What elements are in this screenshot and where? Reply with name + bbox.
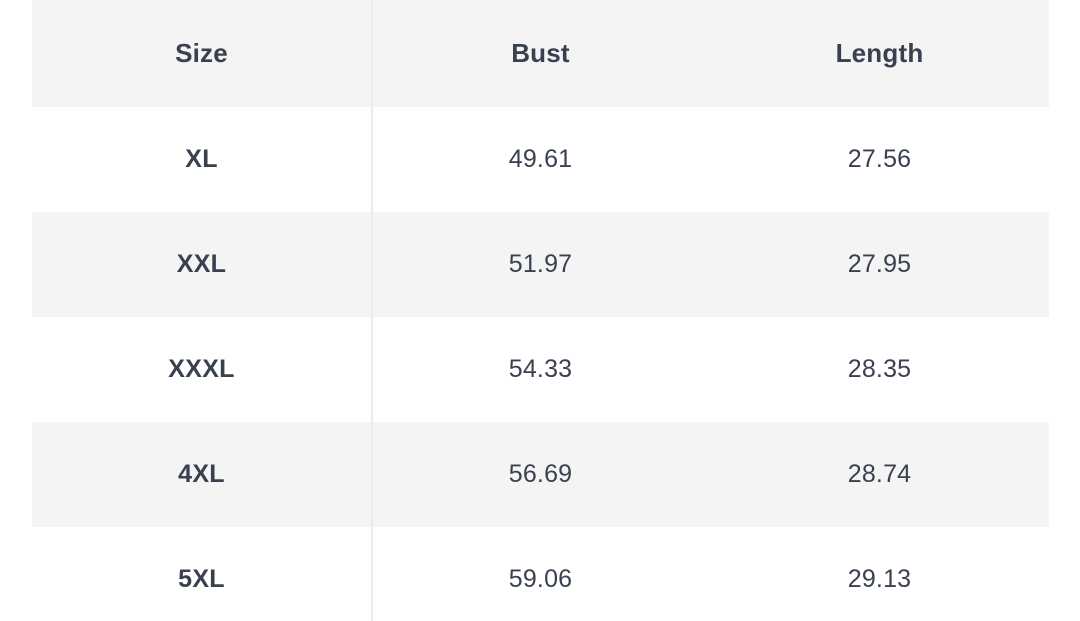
table-header-row: Size Bust Length (32, 0, 1049, 107)
table-header: Size Bust Length (32, 0, 1049, 107)
cell-bust: 51.97 (508, 250, 573, 278)
cell-bust: 59.06 (508, 565, 573, 593)
cell-size: XL (185, 145, 218, 173)
table-body: XL 49.61 27.56 XXL 51.97 27.95 XXXL 54.3… (32, 107, 1049, 621)
cell-size: 5XL (178, 565, 225, 593)
cell-size: XXL (176, 250, 227, 278)
table-row: XL 49.61 27.56 (32, 107, 1049, 212)
cell-length: 28.35 (847, 355, 912, 383)
cell-length: 27.56 (847, 145, 912, 173)
table-row: 5XL 59.06 29.13 (32, 527, 1049, 621)
column-header-bust: Bust (511, 38, 570, 68)
cell-length: 29.13 (847, 565, 912, 593)
column-header-size: Size (175, 38, 228, 68)
column-header-length: Length (835, 38, 924, 68)
table-row: XXXL 54.33 28.35 (32, 317, 1049, 422)
cell-bust: 54.33 (508, 355, 573, 383)
cell-length: 27.95 (847, 250, 912, 278)
size-chart-table: Size Bust Length XL 49.61 27.56 XXL 51.9… (32, 0, 1049, 621)
cell-size: 4XL (178, 460, 225, 488)
cell-size: XXXL (168, 355, 235, 383)
cell-bust: 56.69 (508, 460, 573, 488)
table-row: 4XL 56.69 28.74 (32, 422, 1049, 527)
table-row: XXL 51.97 27.95 (32, 212, 1049, 317)
cell-bust: 49.61 (508, 145, 573, 173)
cell-length: 28.74 (847, 460, 912, 488)
